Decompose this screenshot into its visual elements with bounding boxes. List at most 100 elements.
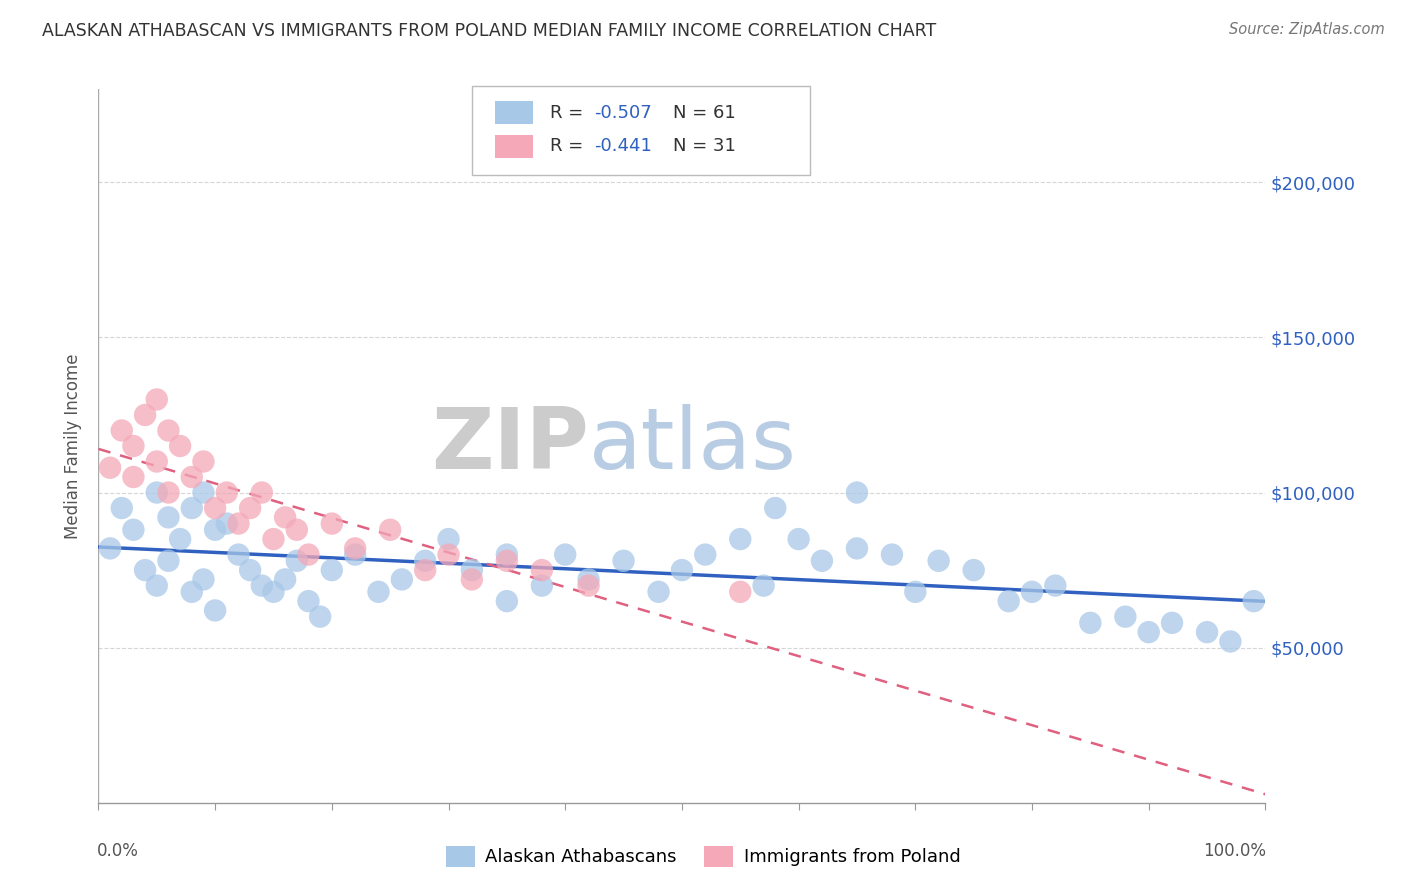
Point (193, 485, 215, 500)
Point (1243, 594, 1265, 608)
FancyBboxPatch shape (495, 135, 533, 158)
Point (461, 573, 484, 587)
Point (134, 563, 156, 577)
Point (647, 584, 669, 599)
Point (612, 554, 634, 568)
Point (811, 554, 834, 568)
Point (204, 523, 226, 537)
Text: 0.0%: 0.0% (97, 842, 139, 860)
Legend: Alaskan Athabascans, Immigrants from Poland: Alaskan Athabascans, Immigrants from Pol… (439, 838, 967, 874)
Point (169, 532, 191, 546)
Text: N = 31: N = 31 (672, 137, 735, 155)
Point (122, 470, 145, 484)
Text: Source: ZipAtlas.com: Source: ZipAtlas.com (1229, 22, 1385, 37)
Point (262, 584, 284, 599)
Point (1219, 634, 1241, 648)
Point (578, 573, 600, 587)
Point (380, 523, 402, 537)
Point (297, 594, 319, 608)
Point (496, 594, 519, 608)
Text: R =: R = (550, 137, 589, 155)
Point (285, 554, 308, 568)
Point (193, 573, 215, 587)
Point (1114, 609, 1136, 624)
Point (671, 563, 693, 577)
Point (262, 532, 284, 546)
Text: R =: R = (550, 103, 589, 121)
Point (496, 548, 519, 562)
Point (146, 392, 169, 407)
Point (146, 454, 169, 468)
Point (1080, 615, 1102, 630)
Point (695, 548, 717, 562)
Point (321, 563, 343, 577)
Point (228, 548, 250, 562)
Point (321, 516, 343, 531)
Point (437, 532, 460, 546)
Text: ALASKAN ATHABASCAN VS IMMIGRANTS FROM POLAND MEDIAN FAMILY INCOME CORRELATION CH: ALASKAN ATHABASCAN VS IMMIGRANTS FROM PO… (42, 22, 936, 40)
Point (228, 516, 250, 531)
Point (928, 554, 950, 568)
Point (274, 510, 297, 524)
Point (1137, 625, 1160, 640)
Point (1045, 579, 1067, 593)
Point (530, 563, 553, 577)
Point (122, 523, 145, 537)
Text: 100.0%: 100.0% (1204, 842, 1267, 860)
Point (297, 548, 319, 562)
Point (367, 584, 389, 599)
Point (157, 424, 180, 438)
Point (846, 541, 869, 556)
Point (730, 532, 752, 546)
Point (215, 485, 238, 500)
Point (250, 579, 273, 593)
Point (239, 501, 262, 516)
FancyBboxPatch shape (472, 86, 810, 175)
Point (274, 573, 297, 587)
Point (730, 584, 752, 599)
Point (98, 460, 121, 475)
Point (344, 541, 367, 556)
Point (413, 554, 436, 568)
Text: N = 61: N = 61 (672, 103, 735, 121)
Point (204, 603, 226, 617)
Point (1161, 615, 1184, 630)
Point (1197, 625, 1219, 640)
Text: ZIP: ZIP (430, 404, 589, 488)
Point (496, 554, 519, 568)
Point (763, 501, 786, 516)
FancyBboxPatch shape (495, 102, 533, 124)
Point (111, 501, 134, 516)
Text: -0.441: -0.441 (595, 137, 652, 155)
Point (111, 424, 134, 438)
Point (239, 563, 262, 577)
Point (215, 516, 238, 531)
Point (309, 609, 332, 624)
Point (461, 563, 484, 577)
Point (204, 501, 226, 516)
Point (134, 408, 156, 422)
Point (250, 485, 273, 500)
Point (997, 594, 1019, 608)
Text: atlas: atlas (589, 404, 797, 488)
Point (846, 485, 869, 500)
Point (157, 485, 180, 500)
Point (344, 548, 367, 562)
Point (962, 563, 984, 577)
Point (122, 439, 145, 453)
Point (285, 523, 308, 537)
Point (530, 579, 553, 593)
Point (146, 485, 169, 500)
Point (391, 573, 413, 587)
Y-axis label: Median Family Income: Median Family Income (65, 353, 83, 539)
Point (180, 470, 202, 484)
Point (146, 579, 169, 593)
Point (437, 548, 460, 562)
Point (413, 563, 436, 577)
Point (98, 541, 121, 556)
Point (1021, 584, 1043, 599)
Point (193, 454, 215, 468)
Point (554, 548, 576, 562)
Point (904, 584, 927, 599)
Text: -0.507: -0.507 (595, 103, 652, 121)
